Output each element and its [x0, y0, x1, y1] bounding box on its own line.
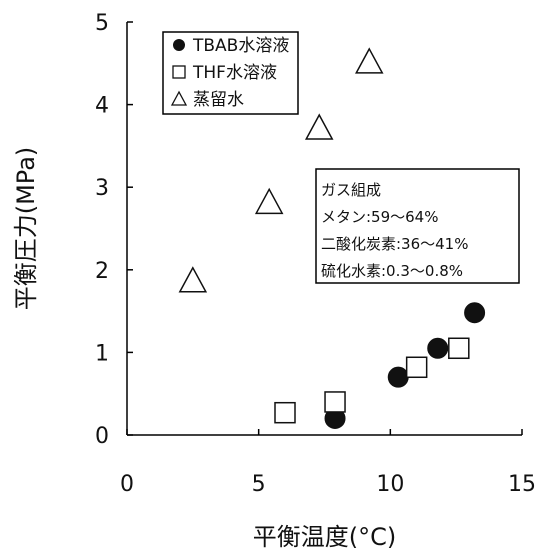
- plot-area: 0 5 10 15 0 1 2 3 4 5: [95, 11, 536, 497]
- thf-point: [448, 337, 470, 360]
- y-ticks: 0 1 2 3 4 5: [95, 11, 133, 449]
- tbab-point: [427, 337, 449, 359]
- x-axis-title: 平衡温度(°C): [253, 523, 396, 551]
- legend-label: 蒸留水: [193, 90, 244, 110]
- y-tick-label: 1: [95, 341, 109, 366]
- note-box: [315, 168, 520, 284]
- note-line-co2: 二酸化炭素:36～41%: [321, 235, 468, 253]
- distilled-water-point: [304, 113, 334, 140]
- y-axis-title: 平衡圧力(MPa): [12, 147, 40, 311]
- data-points: [178, 47, 486, 429]
- x-tick-label: 0: [120, 472, 134, 497]
- note-line-methane: メタン:59～64%: [321, 208, 438, 226]
- note-line-title: ガス組成: [321, 181, 381, 199]
- x-tick-label: 15: [508, 472, 536, 497]
- legend-label: TBAB水溶液: [192, 36, 289, 56]
- thf-point: [274, 401, 296, 424]
- legend-square-icon: [172, 65, 186, 79]
- x-tick-label: 10: [376, 472, 404, 497]
- gas-composition-note: ガス組成 メタン:59～64% 二酸化炭素:36～41% 硫化水素:0.3～0.…: [315, 168, 520, 284]
- tbab-point: [464, 302, 486, 324]
- x-ticks: 0 5 10 15: [120, 429, 536, 497]
- legend-label: THF水溶液: [192, 63, 277, 83]
- distilled-water-point: [178, 266, 208, 293]
- distilled-water-point: [254, 187, 284, 215]
- x-tick-label: 5: [252, 472, 266, 497]
- note-line-h2s: 硫化水素:0.3～0.8%: [321, 262, 463, 280]
- tbab-point: [387, 366, 409, 388]
- thf-point: [405, 356, 428, 379]
- distilled-water-point: [355, 47, 384, 74]
- y-tick-label: 5: [95, 11, 109, 36]
- y-tick-label: 2: [95, 259, 109, 284]
- legend-triangle-icon: [170, 90, 188, 106]
- y-tick-label: 4: [95, 94, 109, 119]
- legend-circle-icon: [173, 39, 185, 51]
- thf-point: [324, 391, 346, 413]
- y-tick-label: 0: [95, 424, 109, 449]
- y-tick-label: 3: [95, 176, 109, 201]
